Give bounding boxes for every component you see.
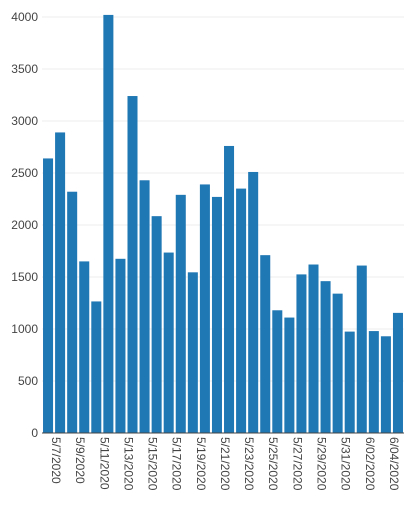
bar xyxy=(139,180,150,433)
bar xyxy=(392,312,403,433)
bar xyxy=(55,132,66,433)
bar xyxy=(199,184,210,433)
bar xyxy=(175,194,186,433)
bar xyxy=(284,317,295,433)
y-tick-labels: 0 500 1000 1500 2000 2500 3000 3500 4000 xyxy=(11,10,38,440)
bar xyxy=(236,188,247,433)
gridlines xyxy=(42,16,404,382)
x-tick-label: 5/23/2020 xyxy=(242,437,256,491)
y-tick-label: 2500 xyxy=(11,166,38,180)
bar xyxy=(248,171,259,433)
x-tick-label: 5/27/2020 xyxy=(290,437,304,491)
x-tick-label: 6/02/2020 xyxy=(363,437,377,491)
bar xyxy=(344,331,355,433)
bar xyxy=(163,252,174,433)
bar xyxy=(67,191,78,433)
bar xyxy=(151,216,162,433)
x-tick-labels: 5/7/2020 5/9/2020 5/11/2020 5/13/2020 5/15/2… xyxy=(49,437,401,491)
bar xyxy=(127,96,138,433)
x-tick-label: 5/7/2020 xyxy=(49,437,63,484)
y-tick-label: 3500 xyxy=(11,62,38,76)
x-tick-label: 5/19/2020 xyxy=(194,437,208,491)
bar xyxy=(91,301,102,433)
bar xyxy=(368,331,379,433)
x-tick-label: 5/11/2020 xyxy=(97,437,111,490)
y-tick-label: 0 xyxy=(31,426,38,440)
x-tick-label: 5/29/2020 xyxy=(315,437,329,491)
y-tick-label: 3000 xyxy=(11,114,38,128)
bars xyxy=(43,14,403,433)
bar xyxy=(296,274,307,433)
x-tick-label: 5/13/2020 xyxy=(121,437,135,491)
bar xyxy=(272,310,283,433)
bar xyxy=(308,264,319,433)
bar xyxy=(224,145,235,433)
bar xyxy=(103,14,114,433)
bar xyxy=(79,261,90,433)
y-tick-label: 2000 xyxy=(11,218,38,232)
x-tick-label: 5/21/2020 xyxy=(218,437,232,491)
bar xyxy=(43,158,54,433)
x-tick-label: 5/25/2020 xyxy=(266,437,280,491)
bar xyxy=(356,265,367,433)
x-tick-label: 5/17/2020 xyxy=(170,437,184,491)
bar xyxy=(320,281,331,433)
y-tick-label: 1500 xyxy=(11,270,38,284)
bar xyxy=(115,258,126,433)
x-tick-label: 6/04/2020 xyxy=(387,437,401,491)
x-tick-label: 5/9/2020 xyxy=(73,437,87,484)
y-tick-label: 4000 xyxy=(11,10,38,24)
x-tick-label: 5/31/2020 xyxy=(339,437,353,491)
x-tick-label: 5/15/2020 xyxy=(146,437,160,491)
bar xyxy=(332,293,343,433)
bar xyxy=(187,272,198,433)
bar xyxy=(380,336,391,433)
y-tick-label: 1000 xyxy=(11,322,38,336)
bar xyxy=(260,255,271,433)
bar xyxy=(211,196,222,433)
y-tick-label: 500 xyxy=(18,374,38,388)
